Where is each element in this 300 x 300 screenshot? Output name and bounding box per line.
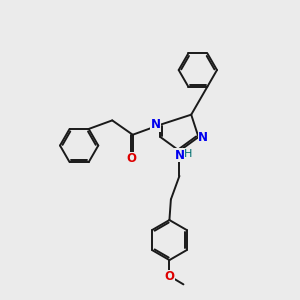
Text: N: N [151, 118, 161, 131]
Text: O: O [126, 152, 136, 165]
Text: N: N [198, 130, 208, 143]
Text: H: H [184, 149, 193, 159]
Text: N: N [174, 148, 184, 161]
Text: O: O [164, 270, 174, 284]
